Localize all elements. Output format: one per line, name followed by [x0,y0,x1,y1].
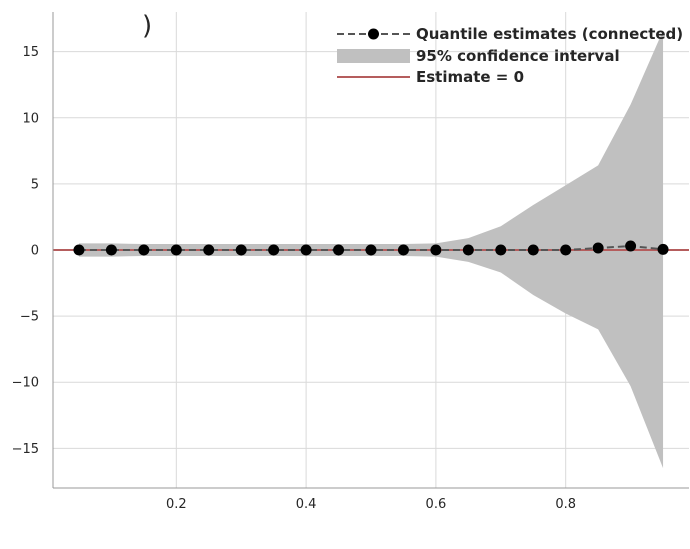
tick-labels: 0.2 0.4 0.6 0.8 −15 −10 −5 0 5 10 15 [12,45,576,512]
quantile-point [365,244,377,256]
legend-label-confidence-interval: 95% confidence interval [416,47,620,65]
quantile-point [105,244,117,256]
x-tick-label: 0.6 [426,497,447,512]
y-tick-label: 15 [22,45,39,60]
y-tick-label: 5 [31,177,39,192]
y-tick-label: −15 [12,442,39,457]
x-tick-label: 0.2 [166,497,187,512]
quantile-point [268,244,280,256]
x-tick-label: 0.4 [296,497,317,512]
quantile-point [560,244,572,256]
legend-band-swatch [337,49,410,63]
y-tick-label: −5 [20,310,39,325]
quantile-point [462,244,474,256]
legend-quantile-marker-swatch [368,28,379,40]
quantile-point [657,243,669,255]
quantile-point [527,244,539,256]
quantile-point [170,244,182,256]
quantile-point [235,244,247,256]
legend-label-quantile: Quantile estimates (connected) [416,25,683,43]
legend: Quantile estimates (connected) 95% confid… [337,25,683,86]
quantile-point [73,244,85,256]
x-tick-label: 0.8 [555,497,576,512]
quantile-point [203,244,215,256]
y-tick-label: 0 [31,244,39,259]
quantile-point [592,242,604,254]
quantile-point [138,244,150,256]
quantile-point [430,244,442,256]
quantile-point [397,244,409,256]
quantile-point [495,244,507,256]
grid-lines [53,12,689,488]
y-tick-label: −10 [12,376,39,391]
quantile-series-layer [73,240,669,256]
quantile-point [333,244,345,256]
quantile-point [300,244,312,256]
clipped-title-glyph: ) [142,11,152,41]
legend-label-estimate-zero: Estimate = 0 [416,68,524,86]
quantile-point [625,240,637,252]
y-tick-label: 10 [22,111,39,126]
axes [52,12,689,489]
